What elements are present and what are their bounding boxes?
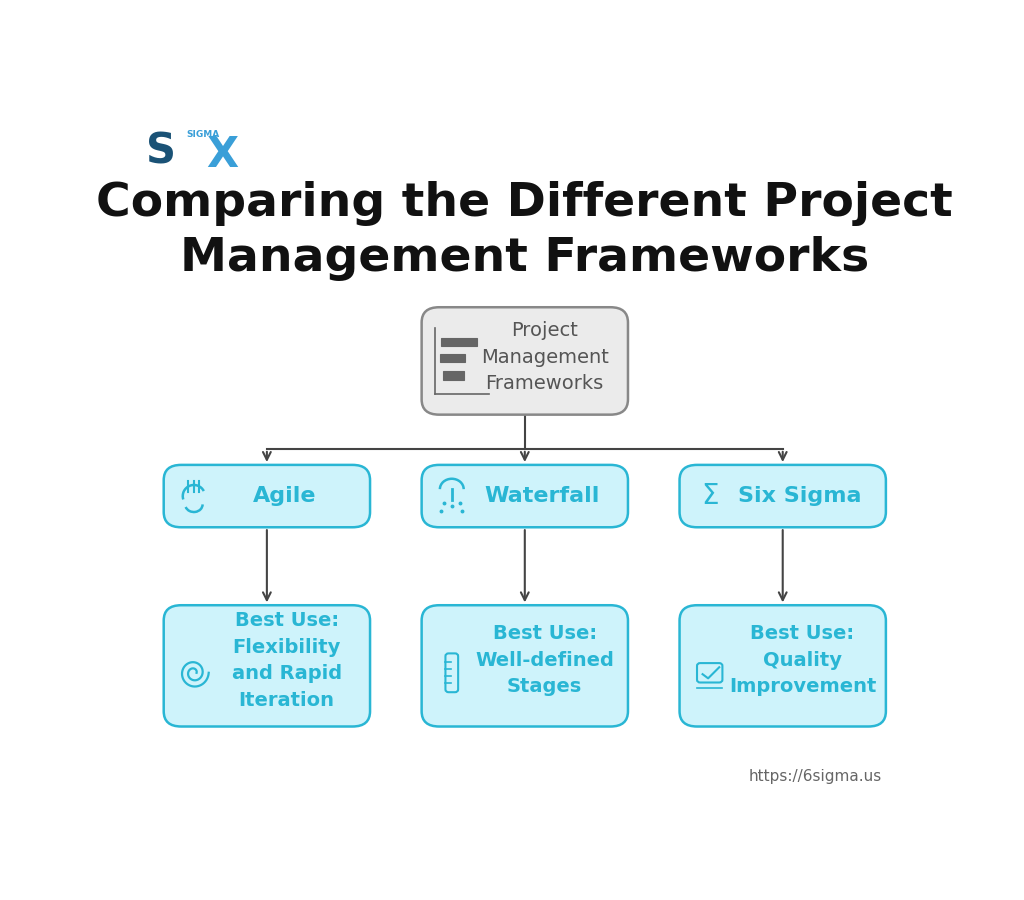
FancyBboxPatch shape: [422, 465, 628, 527]
Text: https://6sigma.us: https://6sigma.us: [749, 769, 882, 784]
Text: X: X: [206, 133, 238, 176]
FancyBboxPatch shape: [680, 465, 886, 527]
Text: Best Use:
Well-defined
Stages: Best Use: Well-defined Stages: [475, 625, 614, 697]
Text: Waterfall: Waterfall: [484, 486, 600, 506]
FancyBboxPatch shape: [422, 605, 628, 726]
Text: SIGMA: SIGMA: [186, 130, 220, 140]
Text: S: S: [146, 130, 176, 172]
FancyBboxPatch shape: [443, 372, 464, 380]
Text: Best Use:
Quality
Improvement: Best Use: Quality Improvement: [729, 625, 877, 697]
FancyBboxPatch shape: [440, 354, 465, 363]
FancyBboxPatch shape: [422, 307, 628, 415]
FancyBboxPatch shape: [441, 338, 477, 346]
Text: Six Sigma: Six Sigma: [738, 486, 862, 506]
Text: Agile: Agile: [253, 486, 316, 506]
FancyBboxPatch shape: [164, 465, 370, 527]
Text: Comparing the Different Project
Management Frameworks: Comparing the Different Project Manageme…: [96, 181, 953, 282]
Text: Σ: Σ: [701, 482, 719, 510]
Text: Best Use:
Flexibility
and Rapid
Iteration: Best Use: Flexibility and Rapid Iteratio…: [231, 611, 342, 709]
Text: Project
Management
Frameworks: Project Management Frameworks: [480, 321, 608, 393]
FancyBboxPatch shape: [164, 605, 370, 726]
FancyBboxPatch shape: [680, 605, 886, 726]
